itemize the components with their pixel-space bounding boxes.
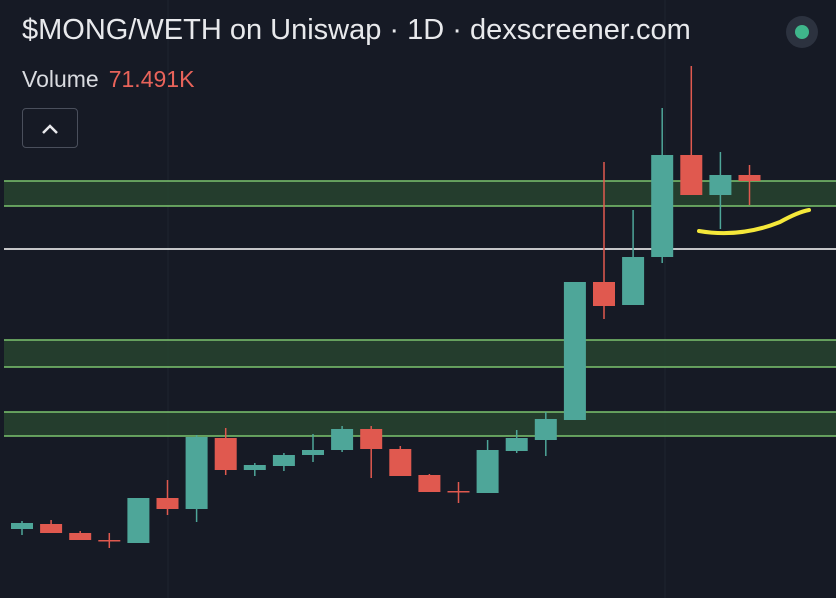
candle-body <box>360 429 383 449</box>
candle-body <box>709 175 732 195</box>
collapse-button[interactable] <box>22 108 78 148</box>
candle-body <box>185 437 208 509</box>
volume-label: Volume <box>22 66 99 92</box>
candle-body <box>622 257 645 305</box>
caret-icon <box>42 124 58 134</box>
candle-body <box>214 438 237 470</box>
candle-body <box>534 419 557 440</box>
candle-body <box>302 450 324 455</box>
candle-body <box>69 533 92 540</box>
candle-body <box>418 475 441 492</box>
hand-drawn-annotation <box>697 208 811 236</box>
volume: Volume 71.491K <box>22 66 194 93</box>
chart-title: $MONG/WETH on Uniswap · 1D · dexscreener… <box>22 14 691 46</box>
candle-body <box>476 450 499 493</box>
candle-body <box>11 523 33 529</box>
candle-body <box>98 540 121 542</box>
candle-body <box>243 465 266 470</box>
candle-body <box>156 498 179 509</box>
zone-band <box>4 340 836 367</box>
candle-body <box>563 282 586 420</box>
candle-body <box>389 449 412 476</box>
candle-body <box>272 455 295 466</box>
candle-body <box>331 429 354 450</box>
status-indicator[interactable] <box>786 16 818 48</box>
candle-body <box>651 155 674 257</box>
candle-body <box>738 175 761 181</box>
candle-body <box>505 438 528 451</box>
candle-body <box>680 155 703 195</box>
volume-value: 71.491K <box>108 66 195 92</box>
candle-body <box>40 524 63 533</box>
candle-body <box>593 282 615 306</box>
zone-band <box>4 412 836 436</box>
candle-body <box>127 498 150 543</box>
candle-body <box>447 491 470 493</box>
